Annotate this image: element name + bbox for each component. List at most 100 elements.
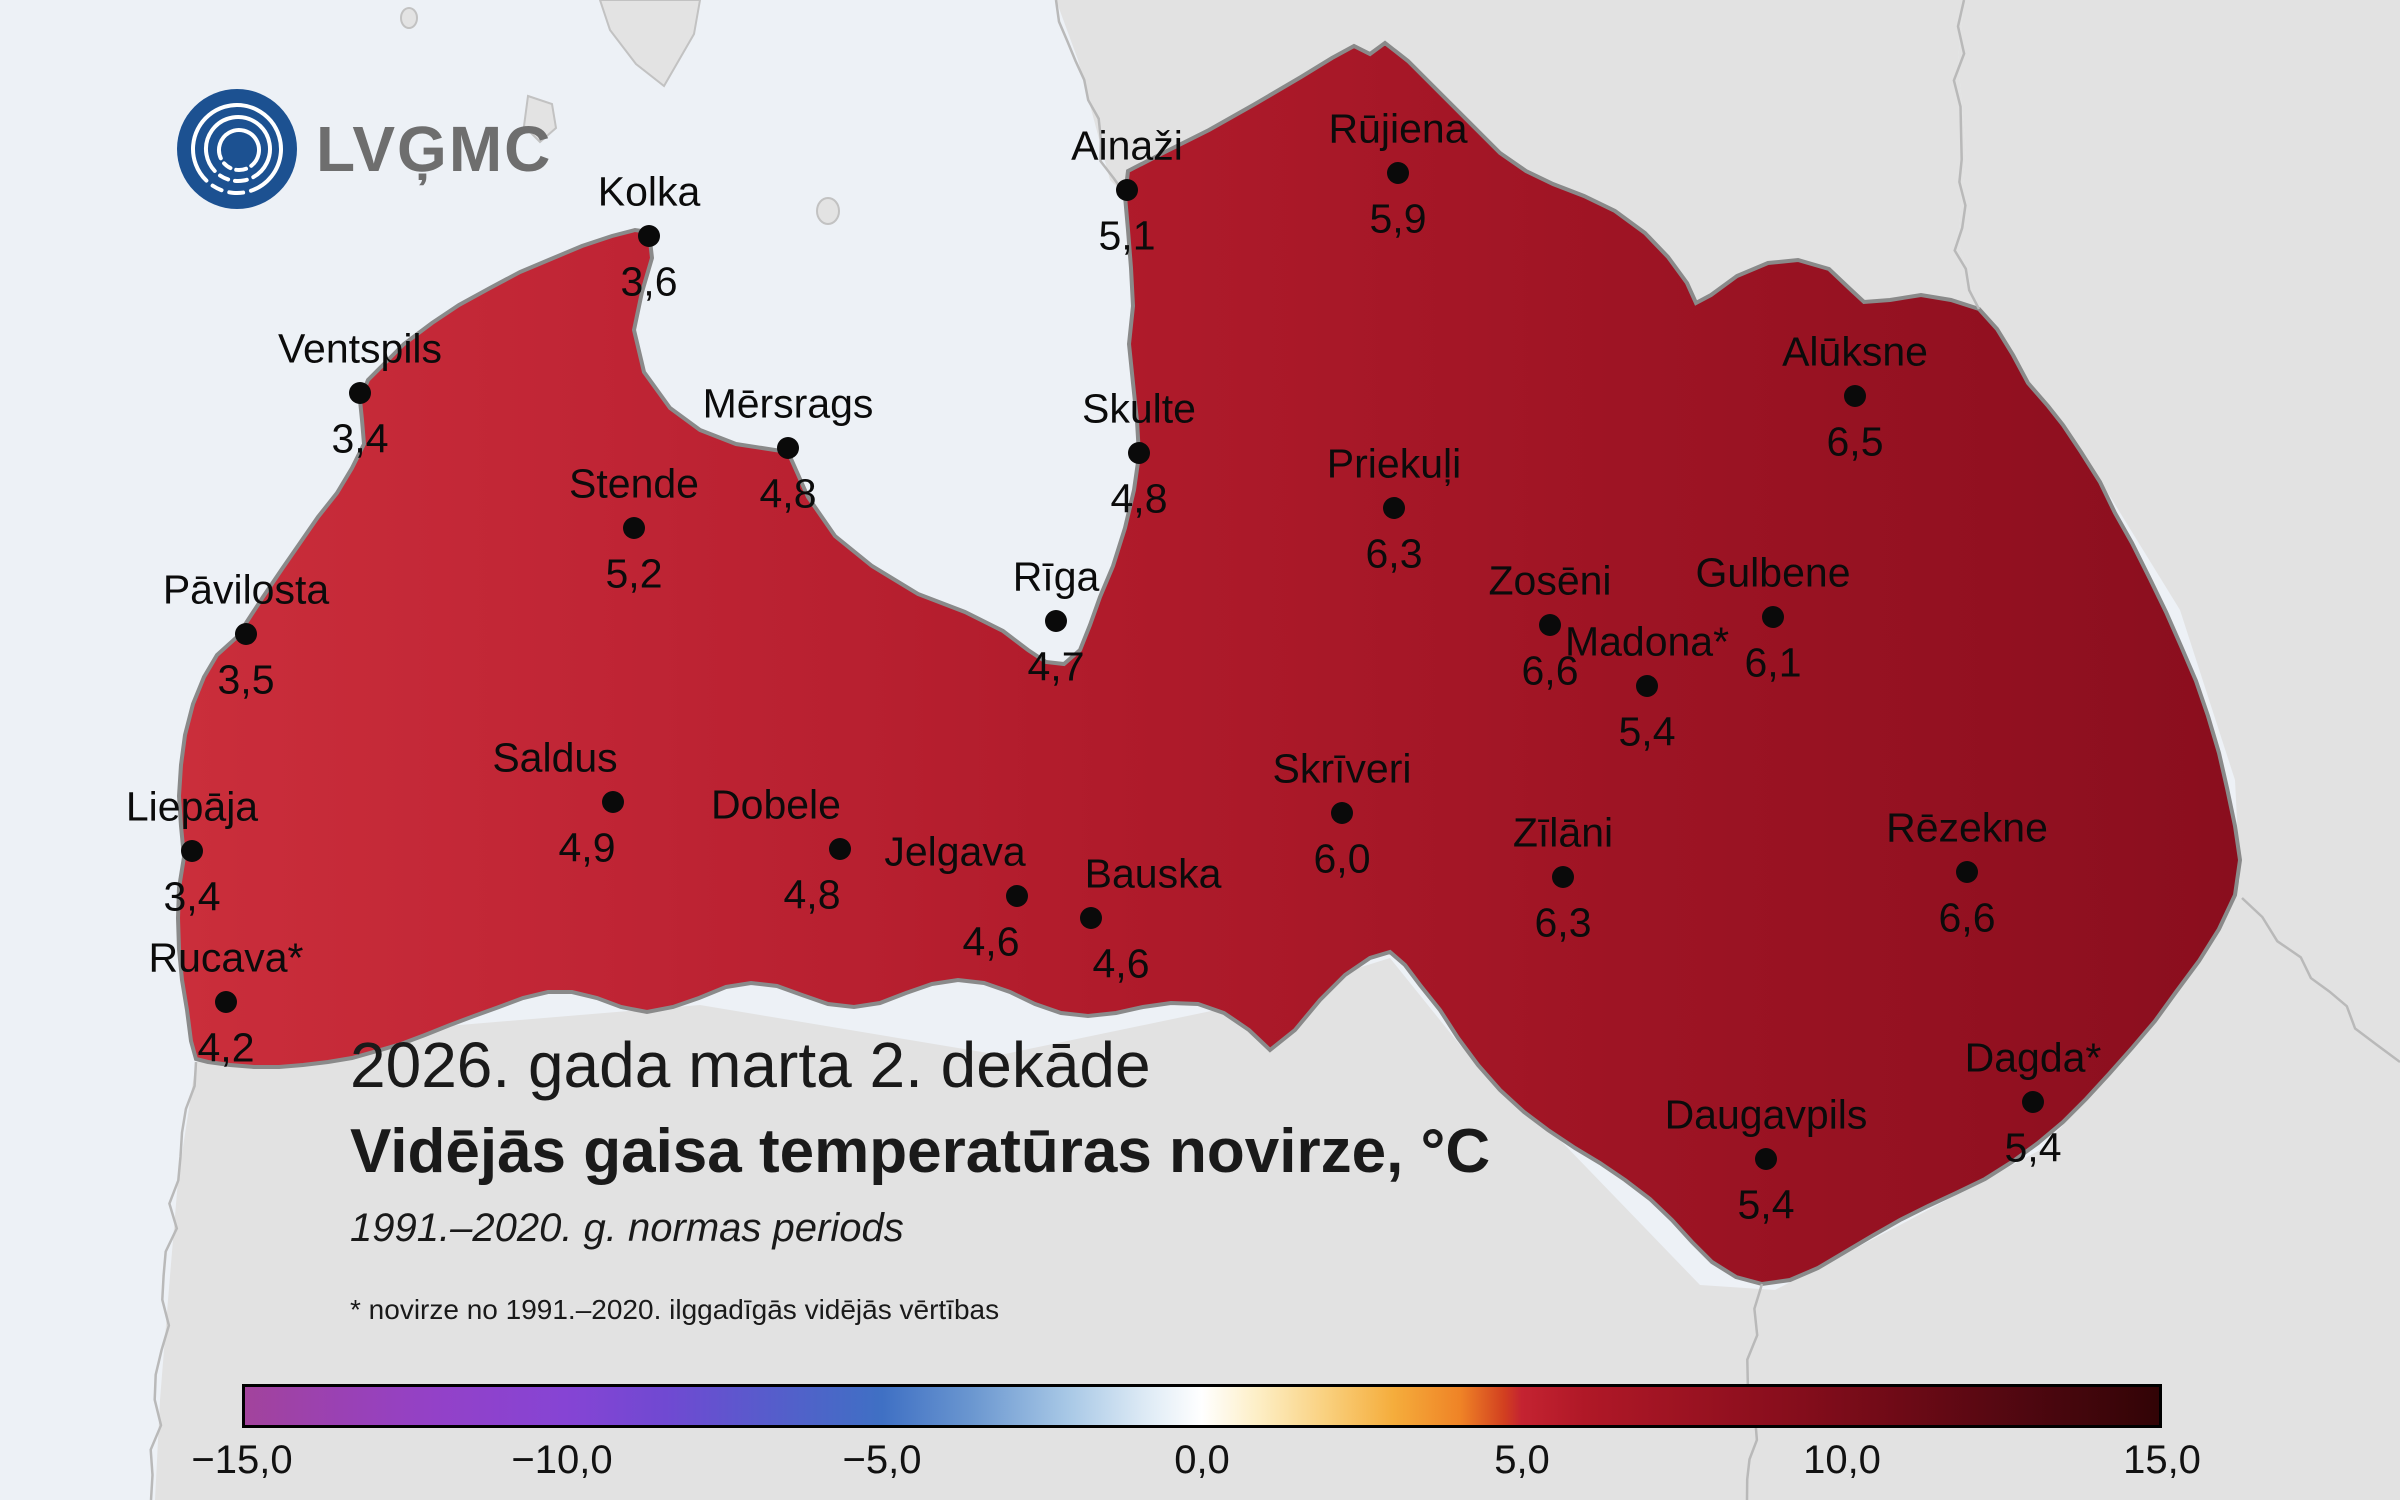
station-dot bbox=[1116, 179, 1138, 201]
station-value-label: 6,0 bbox=[1313, 835, 1371, 882]
station-dot bbox=[1844, 385, 1866, 407]
station-value-label: 5,1 bbox=[1098, 212, 1156, 259]
island-small bbox=[522, 94, 558, 144]
map-footnote: * novirze no 1991.–2020. ilggadīgās vidē… bbox=[350, 1294, 1000, 1325]
station-value-label: 5,4 bbox=[1737, 1181, 1795, 1228]
station-dot bbox=[1383, 497, 1405, 519]
station-value-label: 5,2 bbox=[605, 550, 663, 597]
station-value-label: 6,3 bbox=[1365, 530, 1423, 577]
station-dot bbox=[1956, 861, 1978, 883]
station-value-label: 4,6 bbox=[962, 918, 1020, 965]
station-name-label: Rucava* bbox=[148, 934, 304, 981]
station-dot bbox=[181, 840, 203, 862]
station-name-label: Dobele bbox=[711, 781, 841, 828]
station-dot bbox=[215, 991, 237, 1013]
map-title-normal-period: 1991.–2020. g. normas periods bbox=[350, 1206, 904, 1250]
station-dot bbox=[1045, 610, 1067, 632]
colorbar-tick-label: 15,0 bbox=[2123, 1438, 2201, 1482]
station-name-label: Liepāja bbox=[125, 783, 259, 830]
station-dot bbox=[623, 517, 645, 539]
station-name-label: Gulbene bbox=[1695, 549, 1851, 596]
station-dot bbox=[1755, 1148, 1777, 1170]
temperature-colorbar bbox=[242, 1384, 2162, 1428]
station-value-label: 4,6 bbox=[1092, 940, 1150, 987]
station-value-label: 4,8 bbox=[759, 470, 817, 517]
country-border-line bbox=[2241, 897, 2400, 1064]
station-name-label: Pāvilosta bbox=[162, 566, 330, 613]
island-tiny bbox=[400, 7, 418, 29]
station-name-label: Rīga bbox=[1012, 553, 1100, 600]
map-title-period: 2026. gada marta 2. dekāde bbox=[350, 1029, 1151, 1101]
station-dot bbox=[1128, 442, 1150, 464]
station-value-label: 4,8 bbox=[1110, 475, 1168, 522]
island-ruhnu bbox=[816, 197, 840, 225]
station-dot bbox=[1539, 614, 1561, 636]
station-dot bbox=[1006, 885, 1028, 907]
station-dot bbox=[1552, 866, 1574, 888]
map-title-metric: Vidējās gaisa temperatūras novirze, °C bbox=[350, 1117, 1491, 1186]
station-value-label: 5,4 bbox=[1618, 708, 1676, 755]
station-value-label: 4,8 bbox=[783, 871, 841, 918]
station-dot bbox=[1387, 162, 1409, 184]
station-name-label: Kolka bbox=[597, 168, 701, 215]
station-name-label: Ainaži bbox=[1071, 122, 1183, 169]
station-dot bbox=[829, 838, 851, 860]
station-value-label: 3,4 bbox=[331, 415, 389, 462]
station-value-label: 6,6 bbox=[1938, 894, 1996, 941]
station-name-label: Mērsrags bbox=[702, 380, 874, 427]
station-dot bbox=[235, 623, 257, 645]
station-value-label: 6,6 bbox=[1521, 647, 1579, 694]
station-name-label: Alūksne bbox=[1782, 328, 1928, 375]
station-name-label: Zosēni bbox=[1488, 557, 1612, 604]
station-name-label: Priekuļi bbox=[1326, 440, 1462, 487]
island-saaremaa-tip bbox=[598, 0, 702, 88]
foreign-land-east-south bbox=[155, 0, 2400, 1500]
station-dot bbox=[602, 791, 624, 813]
station-name-label: Madona* bbox=[1564, 618, 1730, 665]
colorbar-tick-label: 10,0 bbox=[1803, 1438, 1881, 1482]
colorbar-tick-label: −10,0 bbox=[511, 1438, 613, 1482]
lvgmc-logo-text: LVĢMC bbox=[316, 113, 553, 185]
station-name-label: Dagda* bbox=[1964, 1034, 2102, 1081]
station-dot bbox=[349, 382, 371, 404]
station-value-label: 3,4 bbox=[163, 873, 221, 920]
country-border-line bbox=[149, 1061, 198, 1500]
colorbar-tick-label: −15,0 bbox=[191, 1438, 293, 1482]
colorbar-tick-label: −5,0 bbox=[842, 1438, 922, 1482]
station-name-label: Bauska bbox=[1084, 850, 1222, 897]
station-name-label: Saldus bbox=[492, 734, 618, 781]
station-dot bbox=[638, 225, 660, 247]
country-border-line bbox=[1952, 0, 1981, 310]
country-border-line bbox=[1054, 0, 1128, 197]
lvgmc-logo-icon bbox=[177, 89, 297, 209]
station-name-label: Rēzekne bbox=[1886, 804, 2048, 851]
lvgmc-logo: LVĢMC bbox=[176, 88, 552, 210]
station-name-label: Skulte bbox=[1082, 385, 1196, 432]
station-value-label: 5,9 bbox=[1369, 195, 1427, 242]
station-value-label: 3,5 bbox=[217, 656, 275, 703]
colorbar-tick-label: 5,0 bbox=[1494, 1438, 1550, 1482]
station-name-label: Daugavpils bbox=[1664, 1091, 1868, 1138]
station-dot bbox=[1080, 907, 1102, 929]
station-name-label: Ventspils bbox=[277, 325, 443, 372]
station-name-label: Jelgava bbox=[884, 828, 1026, 875]
station-value-label: 6,1 bbox=[1744, 639, 1802, 686]
station-value-label: 4,9 bbox=[558, 824, 616, 871]
station-dot bbox=[1636, 675, 1658, 697]
station-dot bbox=[1331, 802, 1353, 824]
station-dot bbox=[777, 437, 799, 459]
station-name-label: Zīlāni bbox=[1512, 809, 1614, 856]
station-name-label: Stende bbox=[569, 460, 699, 507]
station-name-label: Skrīveri bbox=[1272, 745, 1412, 792]
station-value-label: 5,4 bbox=[2004, 1124, 2062, 1171]
station-value-label: 4,2 bbox=[197, 1024, 255, 1071]
station-value-label: 6,3 bbox=[1534, 899, 1592, 946]
station-name-label: Rūjiena bbox=[1328, 105, 1468, 152]
colorbar-tick-label: 0,0 bbox=[1174, 1438, 1230, 1482]
station-dot bbox=[2022, 1091, 2044, 1113]
station-value-label: 3,6 bbox=[620, 258, 678, 305]
station-dots bbox=[181, 162, 2044, 1170]
station-dot bbox=[1762, 606, 1784, 628]
